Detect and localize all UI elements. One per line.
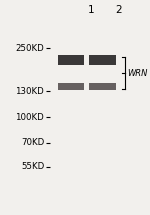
- Bar: [89, 83, 116, 90]
- Text: 70KD: 70KD: [21, 138, 44, 147]
- Bar: [58, 83, 84, 90]
- Text: 55KD: 55KD: [21, 162, 44, 171]
- Text: 100KD: 100KD: [15, 113, 44, 122]
- Bar: [89, 55, 116, 65]
- Text: 2: 2: [115, 5, 122, 15]
- Text: 1: 1: [88, 5, 94, 15]
- Text: WRN: WRN: [127, 69, 147, 78]
- Text: 130KD: 130KD: [15, 87, 44, 96]
- Bar: [58, 55, 84, 65]
- Text: 250KD: 250KD: [15, 44, 44, 53]
